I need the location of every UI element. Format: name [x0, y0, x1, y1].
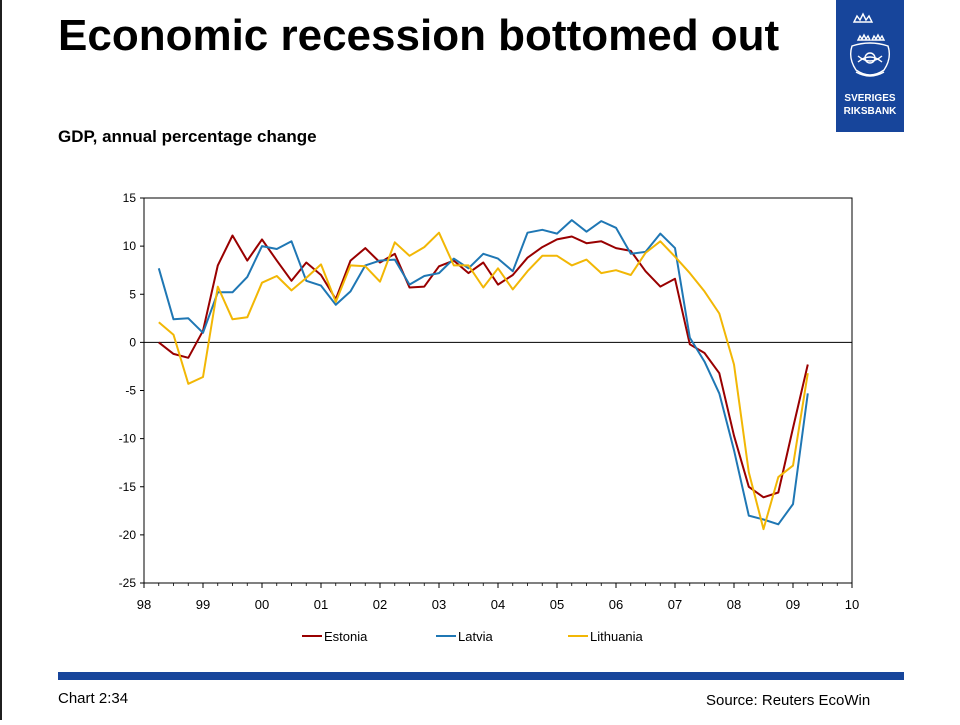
y-tick-label: -20	[119, 528, 137, 542]
y-tick-label: 15	[123, 191, 137, 205]
y-tick-label: -10	[119, 432, 137, 446]
logo-line2: RIKSBANK	[844, 106, 898, 117]
riksbank-logo: SVERIGES RIKSBANK	[836, 0, 904, 132]
legend-label-lithuania: Lithuania	[590, 629, 644, 644]
legend-label-estonia: Estonia	[324, 629, 368, 644]
x-tick-label: 10	[845, 597, 859, 612]
y-tick-label: -25	[119, 576, 137, 590]
x-tick-label: 01	[314, 597, 328, 612]
chart-subtitle: GDP, annual percentage change	[58, 127, 317, 146]
x-tick-label: 08	[727, 597, 741, 612]
x-tick-label: 02	[373, 597, 387, 612]
x-tick-label: 06	[609, 597, 623, 612]
series-line-estonia	[158, 234, 809, 499]
x-tick-label: 09	[786, 597, 800, 612]
left-border-rule	[0, 0, 2, 720]
footer-bar	[58, 672, 904, 680]
legend-label-latvia: Latvia	[458, 629, 493, 644]
series-line-latvia	[157, 219, 809, 526]
riksbank-crest-icon: SVERIGES RIKSBANK	[844, 12, 898, 117]
x-tick-label: 99	[196, 597, 210, 612]
logo-line1: SVERIGES	[844, 93, 895, 104]
y-tick-label: 10	[123, 239, 137, 253]
y-tick-label: -5	[125, 384, 136, 398]
slide-title: Economic recession bottomed out	[58, 11, 780, 60]
x-tick-label: 03	[432, 597, 446, 612]
x-tick-label: 00	[255, 597, 269, 612]
source-note: Source: Reuters EcoWin	[706, 692, 871, 709]
x-tick-label: 05	[550, 597, 564, 612]
x-tick-label: 04	[491, 597, 505, 612]
y-tick-label: -15	[119, 480, 137, 494]
y-tick-label: 5	[129, 287, 136, 301]
y-tick-label: 0	[129, 335, 136, 349]
x-tick-label: 07	[668, 597, 682, 612]
chart-number: Chart 2:34	[58, 690, 129, 707]
series-line-lithuania	[158, 231, 809, 531]
x-tick-label: 98	[137, 597, 151, 612]
